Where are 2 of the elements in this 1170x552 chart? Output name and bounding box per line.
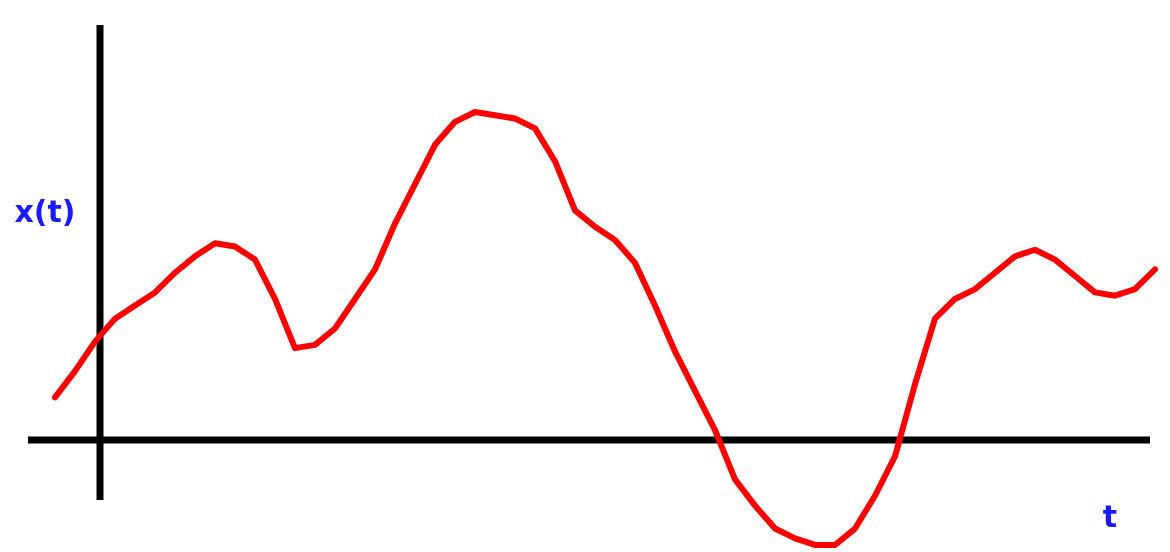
- x-axis-title: t: [1102, 499, 1118, 534]
- y-axis-title: x(t): [14, 194, 76, 229]
